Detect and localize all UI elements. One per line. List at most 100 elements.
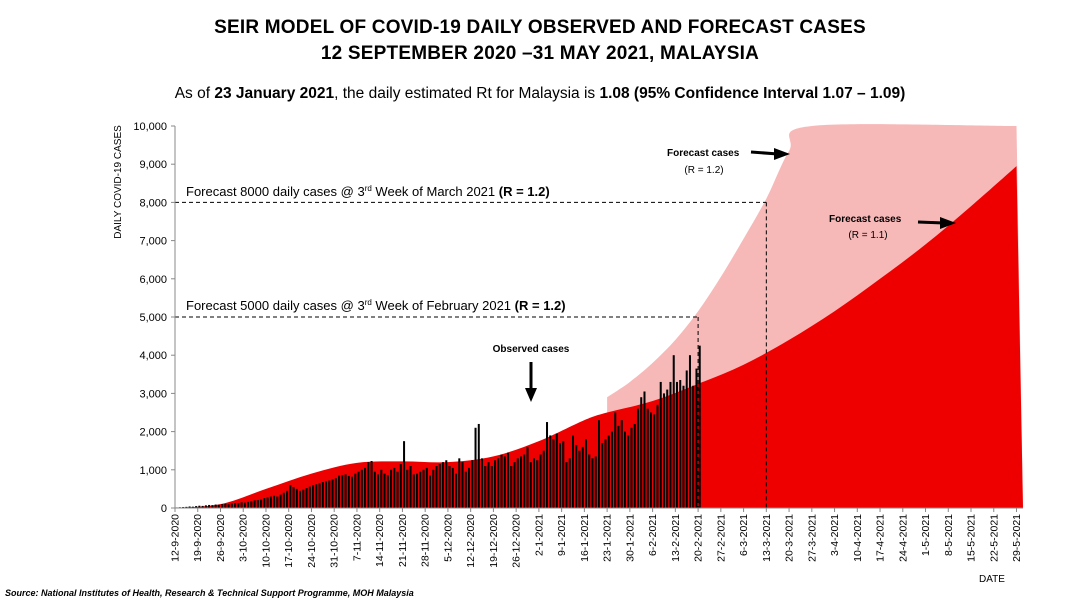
y-axis-label: DAILY COVID-19 CASES bbox=[113, 125, 124, 239]
observed-bar bbox=[451, 467, 454, 508]
observed-bar bbox=[675, 381, 678, 508]
annotation-5000-post: Week of February 2021 bbox=[372, 298, 515, 313]
x-tick-label: 1-5-2021 bbox=[920, 514, 932, 556]
observed-bar bbox=[536, 460, 539, 508]
observed-bar bbox=[250, 501, 253, 508]
observed-bar bbox=[549, 435, 552, 508]
y-tick-label: 10,000 bbox=[133, 121, 167, 133]
observed-bar bbox=[672, 355, 675, 508]
observed-bar bbox=[516, 458, 519, 508]
x-ticks: 12-9-2020 19-9-2020 26-9-2020 3-10-2020 10-1… bbox=[170, 508, 1023, 568]
label-forecast-r11-note: (R = 1.1) bbox=[848, 230, 887, 241]
observed-bar bbox=[328, 480, 331, 508]
arrow-observed bbox=[525, 362, 537, 402]
reference-lines bbox=[175, 201, 767, 508]
annotation-forecast-8000: Forecast 8000 daily cases @ 3rd Week of … bbox=[186, 184, 550, 199]
observed-bar bbox=[185, 506, 188, 508]
observed-bar bbox=[617, 425, 620, 508]
observed-bar bbox=[474, 427, 477, 508]
observed-bar bbox=[539, 454, 542, 508]
observed-bar bbox=[240, 502, 243, 508]
observed-bar bbox=[633, 423, 636, 508]
label-observed: Observed cases bbox=[493, 344, 570, 355]
observed-bar bbox=[211, 505, 214, 508]
observed-bar bbox=[386, 475, 389, 508]
subtitle-rt: 1.08 (95% Confidence Interval 1.07 – 1.0… bbox=[599, 85, 906, 102]
observed-bar bbox=[406, 469, 409, 508]
forecast-areas bbox=[175, 124, 1023, 509]
observed-bar bbox=[656, 404, 659, 508]
observed-bar bbox=[669, 381, 672, 508]
observed-bar bbox=[276, 496, 279, 508]
observed-bar bbox=[507, 452, 510, 508]
observed-bar bbox=[500, 454, 503, 508]
observed-bar bbox=[601, 443, 604, 508]
observed-bar bbox=[546, 422, 549, 508]
observed-bar bbox=[269, 496, 272, 508]
observed-bar bbox=[646, 408, 649, 508]
x-tick-label: 6-2-2021 bbox=[647, 514, 659, 556]
observed-bar bbox=[367, 462, 370, 508]
observed-bar bbox=[445, 460, 448, 508]
subtitle-prefix: As of bbox=[174, 85, 215, 102]
observed-bar bbox=[510, 465, 513, 508]
observed-bar bbox=[692, 385, 695, 508]
observed-bar bbox=[429, 475, 432, 508]
chart-title-line2: 12 SEPTEMBER 2020 –31 MAY 2021, MALAYSIA bbox=[320, 43, 760, 64]
observed-bar bbox=[653, 414, 656, 508]
y-tick-label: 9,000 bbox=[139, 159, 167, 171]
observed-bar bbox=[481, 458, 484, 508]
chart-subtitle: As of 23 January 2021, the daily estimat… bbox=[0, 85, 1080, 103]
observed-bar bbox=[253, 500, 256, 508]
observed-bar bbox=[698, 345, 701, 508]
observed-bar bbox=[529, 462, 532, 508]
x-tick-label: 10-10-2020 bbox=[260, 514, 272, 568]
observed-bar bbox=[562, 441, 565, 508]
x-tick-label: 13-2-2021 bbox=[670, 514, 682, 562]
observed-bar bbox=[195, 506, 198, 508]
observed-bar bbox=[461, 462, 464, 508]
observed-bar bbox=[649, 412, 652, 508]
observed-bar bbox=[399, 464, 402, 508]
observed-bar bbox=[581, 446, 584, 508]
observed-bar bbox=[325, 481, 328, 508]
observed-bar bbox=[273, 495, 276, 508]
observed-bar bbox=[487, 462, 490, 508]
observed-bar bbox=[422, 469, 425, 508]
x-tick-label: 24-4-2021 bbox=[897, 514, 909, 562]
observed-bar bbox=[289, 485, 292, 508]
observed-bar bbox=[497, 458, 500, 508]
observed-bar bbox=[588, 454, 591, 508]
observed-bar bbox=[627, 435, 630, 508]
observed-bar bbox=[354, 473, 357, 508]
observed-bar bbox=[416, 473, 419, 508]
x-tick-label: 31-10-2020 bbox=[329, 514, 341, 568]
y-tick-label: 3,000 bbox=[139, 388, 167, 400]
y-tick-label: 4,000 bbox=[139, 350, 167, 362]
x-tick-label: 26-12-2020 bbox=[511, 514, 523, 568]
x-tick-label: 22-5-2021 bbox=[988, 514, 1000, 562]
observed-bar bbox=[438, 464, 441, 508]
observed-bar bbox=[503, 456, 506, 508]
observed-bar bbox=[610, 431, 614, 508]
observed-bar bbox=[565, 462, 568, 508]
observed-bar bbox=[471, 460, 474, 508]
observed-bar bbox=[662, 393, 665, 508]
observed-bar bbox=[370, 461, 373, 508]
label-forecast-r11: Forecast cases bbox=[829, 214, 902, 225]
observed-bar bbox=[347, 475, 350, 508]
observed-bar bbox=[263, 498, 266, 508]
observed-bar bbox=[292, 486, 295, 508]
observed-bar bbox=[659, 381, 662, 508]
annotation-8000-bold: (R = 1.2) bbox=[499, 184, 550, 199]
x-tick-label: 17-4-2021 bbox=[875, 514, 887, 562]
x-tick-label: 19-12-2020 bbox=[488, 514, 500, 568]
observed-bar bbox=[597, 420, 601, 508]
arrow-forecast-r11 bbox=[917, 217, 956, 229]
observed-bar bbox=[685, 370, 688, 508]
observed-bar bbox=[630, 427, 633, 508]
observed-bar bbox=[607, 435, 610, 508]
observed-bar bbox=[468, 467, 471, 508]
observed-bar bbox=[435, 465, 438, 508]
